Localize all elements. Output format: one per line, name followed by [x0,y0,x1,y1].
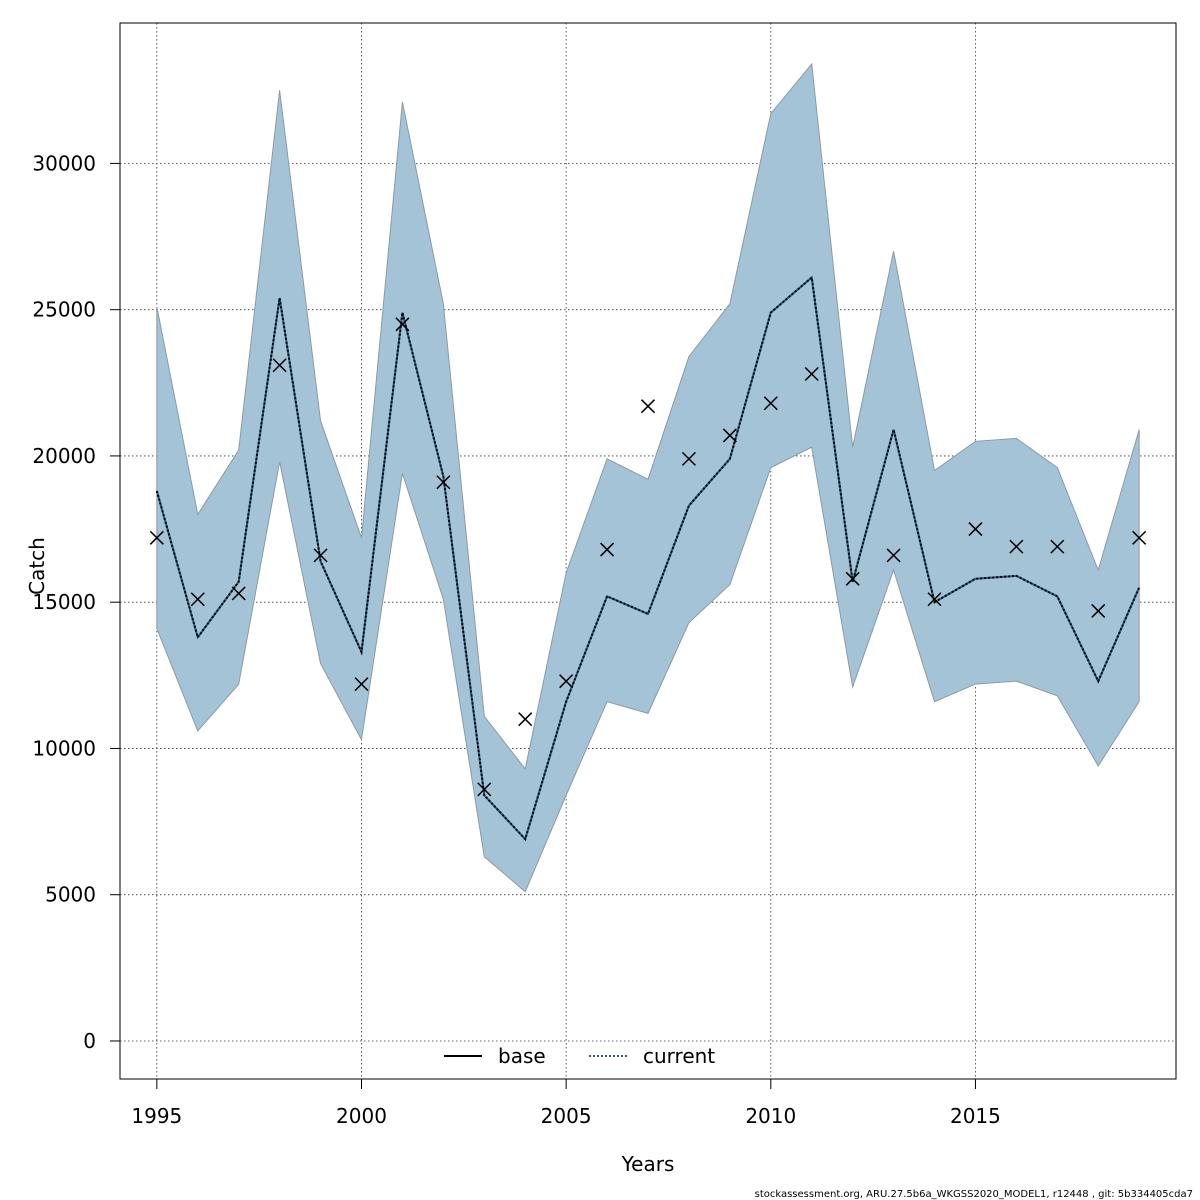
x-axis-title: Years [621,1152,675,1176]
observed-point [395,317,410,332]
observed-point-stroke [231,586,246,601]
observed-point [477,782,492,797]
observed-point-stroke [1050,539,1065,554]
observed-point-stroke [313,548,328,563]
legend-current-label: current [643,1044,715,1068]
x-tick-layer: 1995 2000 2005 2010 2015 [131,1078,1001,1128]
observed-point-stroke [518,712,533,727]
observed-point-stroke [640,399,656,414]
observed-point [722,428,737,443]
observed-point [763,396,778,411]
observed-point [1050,539,1065,554]
observed-point-stroke [149,530,164,545]
observed-point [1009,539,1024,554]
observed-point [354,677,369,692]
observed-point [1132,530,1147,545]
y-axis-title: Catch [25,537,49,595]
observed-point-stroke [968,522,983,537]
observed-point-stroke [681,451,696,466]
observed-point [1091,603,1106,618]
x-tick-label: 2000 [336,1104,387,1128]
observed-point-stroke [1091,603,1106,618]
observed-point-stroke [1132,530,1147,545]
y-tick-label: 5000 [45,883,96,907]
observed-point-stroke [190,592,205,607]
observed-point-stroke [927,592,942,607]
y-tick-layer: 0 5000 10000 15000 20000 25000 30000 [32,151,120,1053]
legend: base current [444,1044,715,1068]
legend-base-label: base [498,1044,546,1068]
observed-point-stroke [722,428,737,443]
observed-point-stroke [559,674,574,689]
x-tick-label: 1995 [131,1104,182,1128]
observed-point [845,571,860,586]
x-tick-label: 2010 [745,1104,796,1128]
y-tick-label: 10000 [32,736,96,760]
observed-point [600,542,615,557]
observed-point-stroke [886,548,901,563]
observed-point-stroke [395,317,410,332]
footer-credit: stockassessment.org, ARU.27.5b6a_WKGSS20… [755,1189,1193,1200]
observed-point-stroke [763,396,778,411]
x-tick-label: 2015 [950,1104,1001,1128]
observed-point [436,475,451,490]
x-tick-label: 2005 [541,1104,592,1128]
observed-point [927,592,942,607]
observed-point [272,358,287,373]
current-series-line-base [155,275,1141,842]
observed-point [681,451,696,466]
y-tick-label: 30000 [32,151,96,175]
observed-point [968,522,983,537]
observed-point [640,399,656,414]
current-line-layer [155,275,1141,842]
observed-point-stroke [477,782,492,797]
observed-marker-layer [149,317,1147,797]
observed-point-stroke [845,571,860,586]
observed-point-stroke [1009,539,1024,554]
observed-point [313,548,328,563]
observed-point [804,366,819,382]
observed-point-stroke [436,475,451,490]
confidence-band-layer [156,62,1140,893]
observed-point [149,530,164,545]
observed-point [559,674,574,689]
observed-point [886,548,901,563]
observed-point-stroke [600,542,615,557]
observed-point [518,712,533,727]
y-tick-label: 15000 [32,590,96,614]
observed-point [190,592,205,607]
observed-point-stroke [272,358,287,373]
y-tick-label: 20000 [32,444,96,468]
observed-point-stroke [354,677,369,692]
y-tick-label: 25000 [32,298,96,322]
observed-point-stroke [804,366,819,382]
y-tick-label: 0 [83,1029,96,1053]
confidence-band [156,62,1140,893]
observed-point [231,586,246,601]
